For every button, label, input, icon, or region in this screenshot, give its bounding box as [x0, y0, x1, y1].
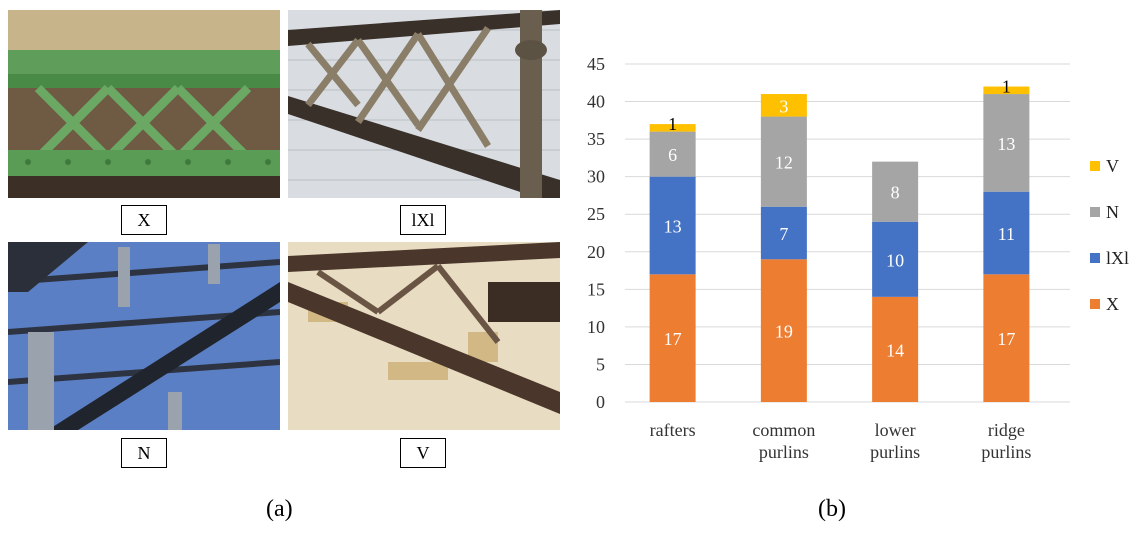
data-label: 7	[779, 224, 788, 244]
x-tick-label: rafters	[650, 420, 696, 440]
photo-x-bracing	[8, 10, 280, 198]
legend-entry-v: V	[1106, 156, 1119, 176]
photo-v-bracing	[288, 242, 560, 430]
data-label: 13	[997, 134, 1015, 154]
bar-segment-x	[649, 274, 696, 402]
y-tick-label: 25	[587, 204, 605, 224]
data-label: 13	[664, 216, 682, 236]
y-tick-label: 20	[587, 242, 605, 262]
data-label: 11	[998, 224, 1015, 244]
legend-entry-n: N	[1106, 202, 1119, 222]
green-x-bracing-photo	[8, 10, 280, 198]
y-tick-label: 0	[596, 392, 605, 412]
data-label: 10	[886, 250, 904, 270]
brown-v-bracing-photo	[288, 242, 560, 430]
legend-swatch-v	[1090, 161, 1100, 171]
bar-segment-x	[760, 259, 807, 402]
bar-segment-lxl	[983, 191, 1030, 275]
bar-segment-v	[983, 86, 1030, 95]
chart-bars: 17 13 6 1 19 7 12 3 14 10 8 17 11 13 1	[649, 77, 1030, 402]
y-tick-label: 45	[587, 54, 605, 74]
caption-b: (b)	[818, 496, 846, 522]
chart-y-axis: 0 5 10 15 20 25 30 35 40 45	[587, 54, 605, 412]
caption-a: (a)	[266, 496, 293, 522]
chart-x-axis: rafters commonpurlinslowerpurlinsridgepur…	[650, 420, 1032, 462]
bar-segment-lxl	[649, 176, 696, 275]
y-tick-label: 35	[587, 129, 605, 149]
photo-label-lxl: lXl	[400, 205, 446, 235]
x-tick-label: purlins	[981, 442, 1031, 462]
data-label: 1	[668, 114, 677, 134]
data-label: 3	[779, 96, 788, 116]
data-label: 1	[1002, 77, 1011, 97]
x-tick-label: ridge	[988, 420, 1025, 440]
bar-segment-x	[872, 296, 919, 402]
bar-segment-v	[760, 94, 807, 117]
bar-segment-lxl	[760, 206, 807, 260]
bar-segment-n	[872, 161, 919, 222]
bar-segment-x	[983, 274, 1030, 402]
data-label: 8	[891, 183, 900, 203]
photo-label-x: X	[121, 205, 167, 235]
bar-segment-n	[983, 94, 1030, 192]
blue-sky-n-bracing-photo	[8, 242, 280, 430]
y-tick-label: 15	[587, 279, 605, 299]
photo-n-bracing	[8, 242, 280, 430]
y-tick-label: 10	[587, 317, 605, 337]
x-tick-label: lower	[875, 420, 916, 440]
y-tick-label: 40	[587, 92, 605, 112]
legend-swatch-lxl	[1090, 253, 1100, 263]
legend-entry-lxl: lXl	[1106, 248, 1129, 268]
x-tick-label: purlins	[759, 442, 809, 462]
y-tick-label: 30	[587, 167, 605, 187]
y-tick-label: 5	[596, 354, 605, 374]
data-label: 14	[886, 340, 904, 360]
x-tick-label: purlins	[870, 442, 920, 462]
legend-swatch-n	[1090, 207, 1100, 217]
data-label: 12	[775, 153, 793, 173]
data-label: 17	[997, 329, 1015, 349]
bar-segment-lxl	[872, 221, 919, 297]
data-label: 6	[668, 145, 677, 165]
photo-label-n: N	[121, 438, 167, 468]
photo-lxl-bracing	[288, 10, 560, 198]
data-label: 17	[664, 329, 682, 349]
beige-lxl-bracing-photo	[288, 10, 560, 198]
x-tick-label: common	[752, 420, 815, 440]
bar-segment-v	[649, 124, 696, 132]
data-label: 19	[775, 322, 793, 342]
legend-entry-x: X	[1106, 294, 1119, 314]
bar-segment-n	[760, 116, 807, 207]
bar-segment-n	[649, 131, 696, 177]
photo-label-v: V	[400, 438, 446, 468]
legend-swatch-x	[1090, 299, 1100, 309]
